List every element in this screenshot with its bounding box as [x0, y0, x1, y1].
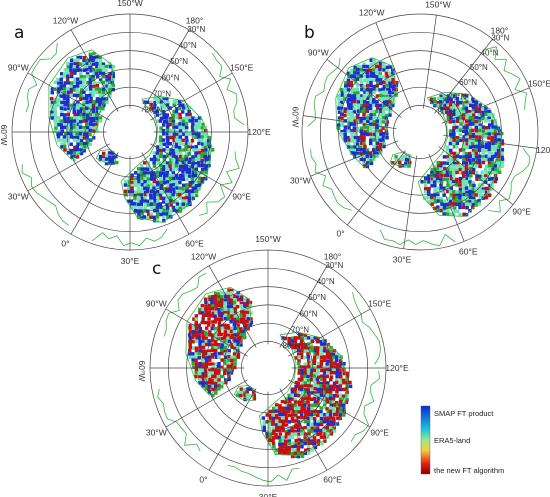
longitude-label: 90°E — [232, 192, 251, 202]
coastline — [21, 42, 245, 247]
longitude-label: 120°W — [53, 15, 79, 25]
latitude-label: 70°N — [153, 89, 171, 98]
longitude-label: 60°W — [0, 125, 9, 146]
panel-letter: a — [14, 23, 24, 43]
longitude-label: 60°E — [323, 475, 342, 485]
latitude-label: 50°N — [308, 293, 326, 302]
map-panel-b: 150°W 180° 150°E 120°E 90°E 60°E 30°E 0° 30°W 60°… — [290, 0, 550, 265]
longitude-label: 120°W — [359, 7, 385, 17]
longitude-label: 60°E — [459, 247, 478, 257]
longitude-label: 90°W — [146, 299, 167, 309]
longitude-label: 90°E — [512, 206, 531, 216]
colorbar-legend: SMAP FT product ERA5-land the new FT alg… — [420, 405, 504, 475]
latitude-label: 60°N — [162, 73, 180, 82]
longitude-label: 150°E — [528, 79, 550, 89]
latitude-label: 30°N — [325, 261, 343, 270]
longitude-label: 90°W — [8, 63, 29, 73]
longitude-label: 30°E — [259, 492, 278, 497]
graticule — [301, 13, 539, 251]
latitude-label: 40°N — [481, 48, 499, 57]
longitude-label: 60°W — [137, 361, 147, 382]
longitude-label: 150°W — [425, 0, 451, 9]
latitude-label: 60°N — [459, 78, 477, 87]
longitude-label: 180° — [186, 15, 204, 25]
graticule — [149, 249, 387, 487]
longitude-label: 150°E — [230, 63, 254, 73]
longitude-label: 60°E — [185, 239, 204, 249]
coastline — [307, 46, 531, 247]
coastline — [157, 272, 381, 483]
latitude-label: 70°N — [291, 325, 309, 334]
longitude-label: 120°E — [385, 363, 409, 373]
graticule — [11, 13, 249, 251]
latitude-label: 50°N — [470, 63, 488, 72]
latitude-label: 50°N — [170, 57, 188, 66]
map-panel-c: 150°W 180° 150°E 120°E 90°E 60°E 30°E 0° 30°W 60°… — [137, 234, 409, 497]
colorbar — [420, 405, 431, 475]
latitude-label: 80°N — [283, 342, 301, 351]
latitude-label: 40°N — [179, 41, 197, 50]
longitude-label: 120°E — [536, 145, 550, 155]
longitude-label: 30°E — [393, 255, 412, 265]
panel-letter: c — [152, 259, 161, 279]
longitude-label: 150°W — [117, 0, 143, 8]
longitude-label: 0° — [337, 229, 345, 239]
longitude-label: 90°W — [308, 48, 329, 58]
longitude-label: 180° — [491, 25, 509, 35]
longitude-label: 90°E — [370, 428, 389, 438]
longitude-label: 30°W — [146, 428, 167, 438]
latitude-label: 70°N — [448, 93, 466, 102]
longitude-label: 30°E — [121, 256, 140, 266]
legend-label-smap: SMAP FT product — [434, 409, 494, 418]
longitude-label: 120°W — [191, 251, 217, 261]
map-panel-a: 150°W 180° 150°E 120°E 90°E 60°E 30°E 0° 30°W 60°… — [0, 0, 271, 266]
panel-letter: b — [304, 23, 315, 43]
longitude-label: 60°W — [290, 107, 300, 128]
latitude-label: 60°N — [300, 309, 318, 318]
latitude-label: 80°N — [145, 106, 163, 115]
latitude-label: 30°N — [187, 25, 205, 34]
longitude-label: 0° — [61, 239, 69, 249]
land-cover-pixels — [336, 58, 505, 217]
legend-label-newft: the new FT algorithm — [434, 466, 504, 475]
longitude-label: 0° — [199, 475, 207, 485]
latitude-label: 80°N — [438, 108, 456, 117]
longitude-label: 120°E — [247, 127, 271, 137]
legend-label-era5: ERA5-land — [434, 436, 470, 445]
longitude-label: 180° — [324, 251, 342, 261]
longitude-label: 30°W — [8, 192, 29, 202]
land-cover-pixels — [187, 288, 353, 459]
latitude-label: 40°N — [317, 277, 335, 286]
latitude-label: 30°N — [491, 34, 509, 43]
longitude-label: 150°W — [255, 234, 281, 244]
longitude-label: 150°E — [368, 299, 392, 309]
longitude-label: 30°W — [290, 175, 311, 185]
land-cover-pixels — [49, 52, 215, 223]
